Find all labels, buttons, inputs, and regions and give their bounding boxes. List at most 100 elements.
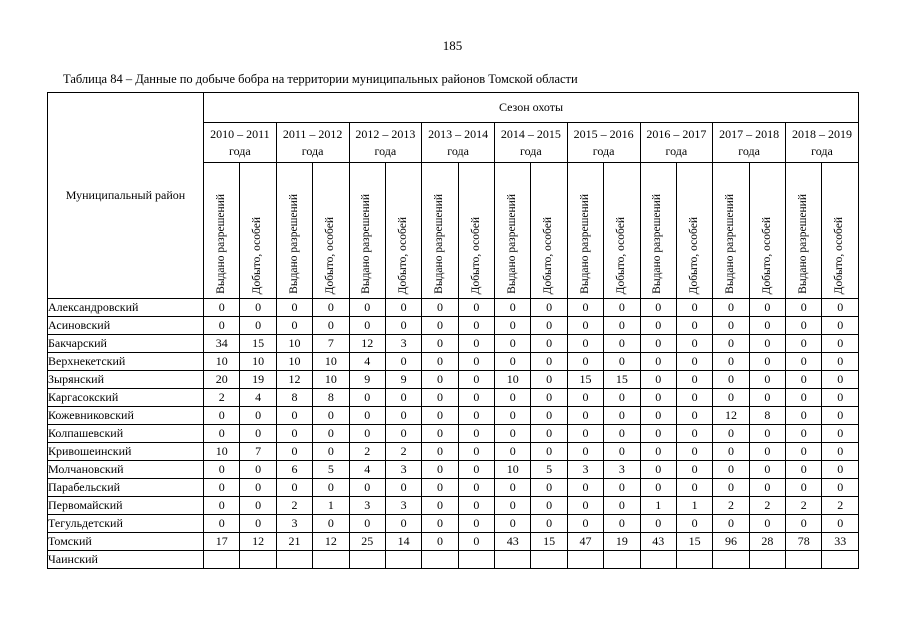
table-caption: Таблица 84 – Данные по добыче бобра на т… xyxy=(63,72,578,86)
table-row: Чаинский xyxy=(47,550,859,569)
value-cell: 0 xyxy=(202,298,241,317)
value-cell: 0 xyxy=(784,316,823,335)
table-row: Бакчарский 34 15 10 7 12 3 0 0 0 0 0 0 0 0 0 0 0 0 xyxy=(47,334,859,353)
value-cell: 0 xyxy=(821,478,859,497)
value-cell: 0 xyxy=(530,298,568,317)
value-cell: 0 xyxy=(712,298,750,317)
value-cell: 0 xyxy=(457,442,496,461)
value-cell: 0 xyxy=(421,334,459,353)
value-cell: 0 xyxy=(312,424,350,443)
value-cell: 0 xyxy=(493,442,532,461)
value-cell: 0 xyxy=(784,460,823,479)
value-cell: 19 xyxy=(603,532,641,551)
rotated-label: Выдано разрешений xyxy=(796,194,809,294)
value-cell: 12 xyxy=(239,532,277,551)
value-cell: 3 xyxy=(566,460,605,479)
season-header-3: 2012 – 2013 года xyxy=(348,122,423,163)
value-cell: 0 xyxy=(675,298,714,317)
value-cell: 0 xyxy=(493,388,532,407)
value-cell: 3 xyxy=(275,514,314,533)
value-cell xyxy=(821,550,859,569)
value-cell: 10 xyxy=(493,460,532,479)
value-cell: 0 xyxy=(457,496,496,515)
value-cell: 0 xyxy=(530,406,568,425)
value-cell: 0 xyxy=(493,334,532,353)
rotated-label: Выдано разрешений xyxy=(433,194,446,294)
value-cell: 0 xyxy=(821,424,859,443)
value-cell: 7 xyxy=(312,334,350,353)
value-cell: 0 xyxy=(784,442,823,461)
season-header-2: 2011 – 2012 года xyxy=(275,122,350,163)
value-cell: 0 xyxy=(530,478,568,497)
value-cell: 0 xyxy=(675,514,714,533)
value-cell: 0 xyxy=(603,388,641,407)
harvested-count-header: Добыто, особей xyxy=(748,162,787,299)
season-header-6: 2015 – 2016 года xyxy=(566,122,641,163)
value-cell: 0 xyxy=(348,298,386,317)
table-row: Зырянский 20 19 12 10 9 9 0 0 10 0 15 15 0 0 0 0 0 0 xyxy=(47,370,859,389)
value-cell xyxy=(348,550,386,569)
season-year-row: 2010 – 2011 года 2011 – 2012 года 2012 – 201… xyxy=(48,122,859,163)
value-cell: 17 xyxy=(202,532,241,551)
value-cell: 0 xyxy=(239,316,277,335)
value-cell: 0 xyxy=(457,316,496,335)
value-cell: 4 xyxy=(239,388,277,407)
rotated-label: Выдано разрешений xyxy=(651,194,664,294)
district-name-cell: Верхнекетский xyxy=(47,352,204,371)
value-cell: 0 xyxy=(239,514,277,533)
value-cell: 0 xyxy=(421,460,459,479)
permits-issued-header: Выдано разрешений xyxy=(712,162,750,299)
value-cell: 0 xyxy=(639,370,677,389)
harvested-count-header: Добыто, особей xyxy=(530,162,568,299)
value-cell: 15 xyxy=(530,532,568,551)
rotated-label: Выдано разрешений xyxy=(287,194,300,294)
value-cell: 0 xyxy=(566,388,605,407)
value-cell: 14 xyxy=(384,532,423,551)
season-header-8: 2017 – 2018 года xyxy=(712,122,786,163)
value-cell: 0 xyxy=(639,334,677,353)
table-row: Асиновский 0 0 0 0 0 0 0 0 0 0 0 0 0 0 0 0 0 0 xyxy=(47,316,859,335)
value-cell: 0 xyxy=(421,298,459,317)
value-cell: 0 xyxy=(348,478,386,497)
value-cell: 0 xyxy=(493,406,532,425)
value-cell: 0 xyxy=(821,334,859,353)
value-cell: 3 xyxy=(348,496,386,515)
value-cell: 8 xyxy=(748,406,787,425)
value-cell: 4 xyxy=(348,460,386,479)
value-cell: 0 xyxy=(784,352,823,371)
value-cell: 0 xyxy=(639,388,677,407)
value-cell: 0 xyxy=(530,424,568,443)
value-cell: 0 xyxy=(421,352,459,371)
value-cell: 0 xyxy=(457,370,496,389)
district-name-cell: Зырянский xyxy=(47,370,204,389)
table-row: Колпашевский 0 0 0 0 0 0 0 0 0 0 0 0 0 0 0 0 0 0 xyxy=(47,424,859,443)
value-cell: 0 xyxy=(530,496,568,515)
value-cell: 0 xyxy=(712,442,750,461)
value-cell: 0 xyxy=(421,514,459,533)
rotated-label: Добыто, особей xyxy=(760,216,773,294)
value-cell: 0 xyxy=(384,478,423,497)
value-cell: 0 xyxy=(493,496,532,515)
value-cell: 0 xyxy=(275,424,314,443)
value-cell: 0 xyxy=(784,370,823,389)
value-cell: 2 xyxy=(348,442,386,461)
value-cell: 0 xyxy=(675,316,714,335)
district-name-cell: Первомайский xyxy=(47,496,204,515)
value-cell: 0 xyxy=(603,334,641,353)
value-cell: 0 xyxy=(312,316,350,335)
value-cell xyxy=(784,550,823,569)
rotated-label: Выдано разрешений xyxy=(214,194,227,294)
value-cell: 0 xyxy=(457,514,496,533)
value-cell: 1 xyxy=(639,496,677,515)
value-cell: 0 xyxy=(748,442,787,461)
value-cell: 96 xyxy=(712,532,750,551)
season-header-7: 2016 – 2017 года xyxy=(639,122,714,163)
value-cell: 21 xyxy=(275,532,314,551)
value-cell: 0 xyxy=(421,496,459,515)
value-cell: 0 xyxy=(784,478,823,497)
value-cell: 0 xyxy=(348,406,386,425)
value-cell xyxy=(639,550,677,569)
value-cell: 0 xyxy=(530,334,568,353)
harvested-count-header: Добыто, особей xyxy=(239,162,277,299)
